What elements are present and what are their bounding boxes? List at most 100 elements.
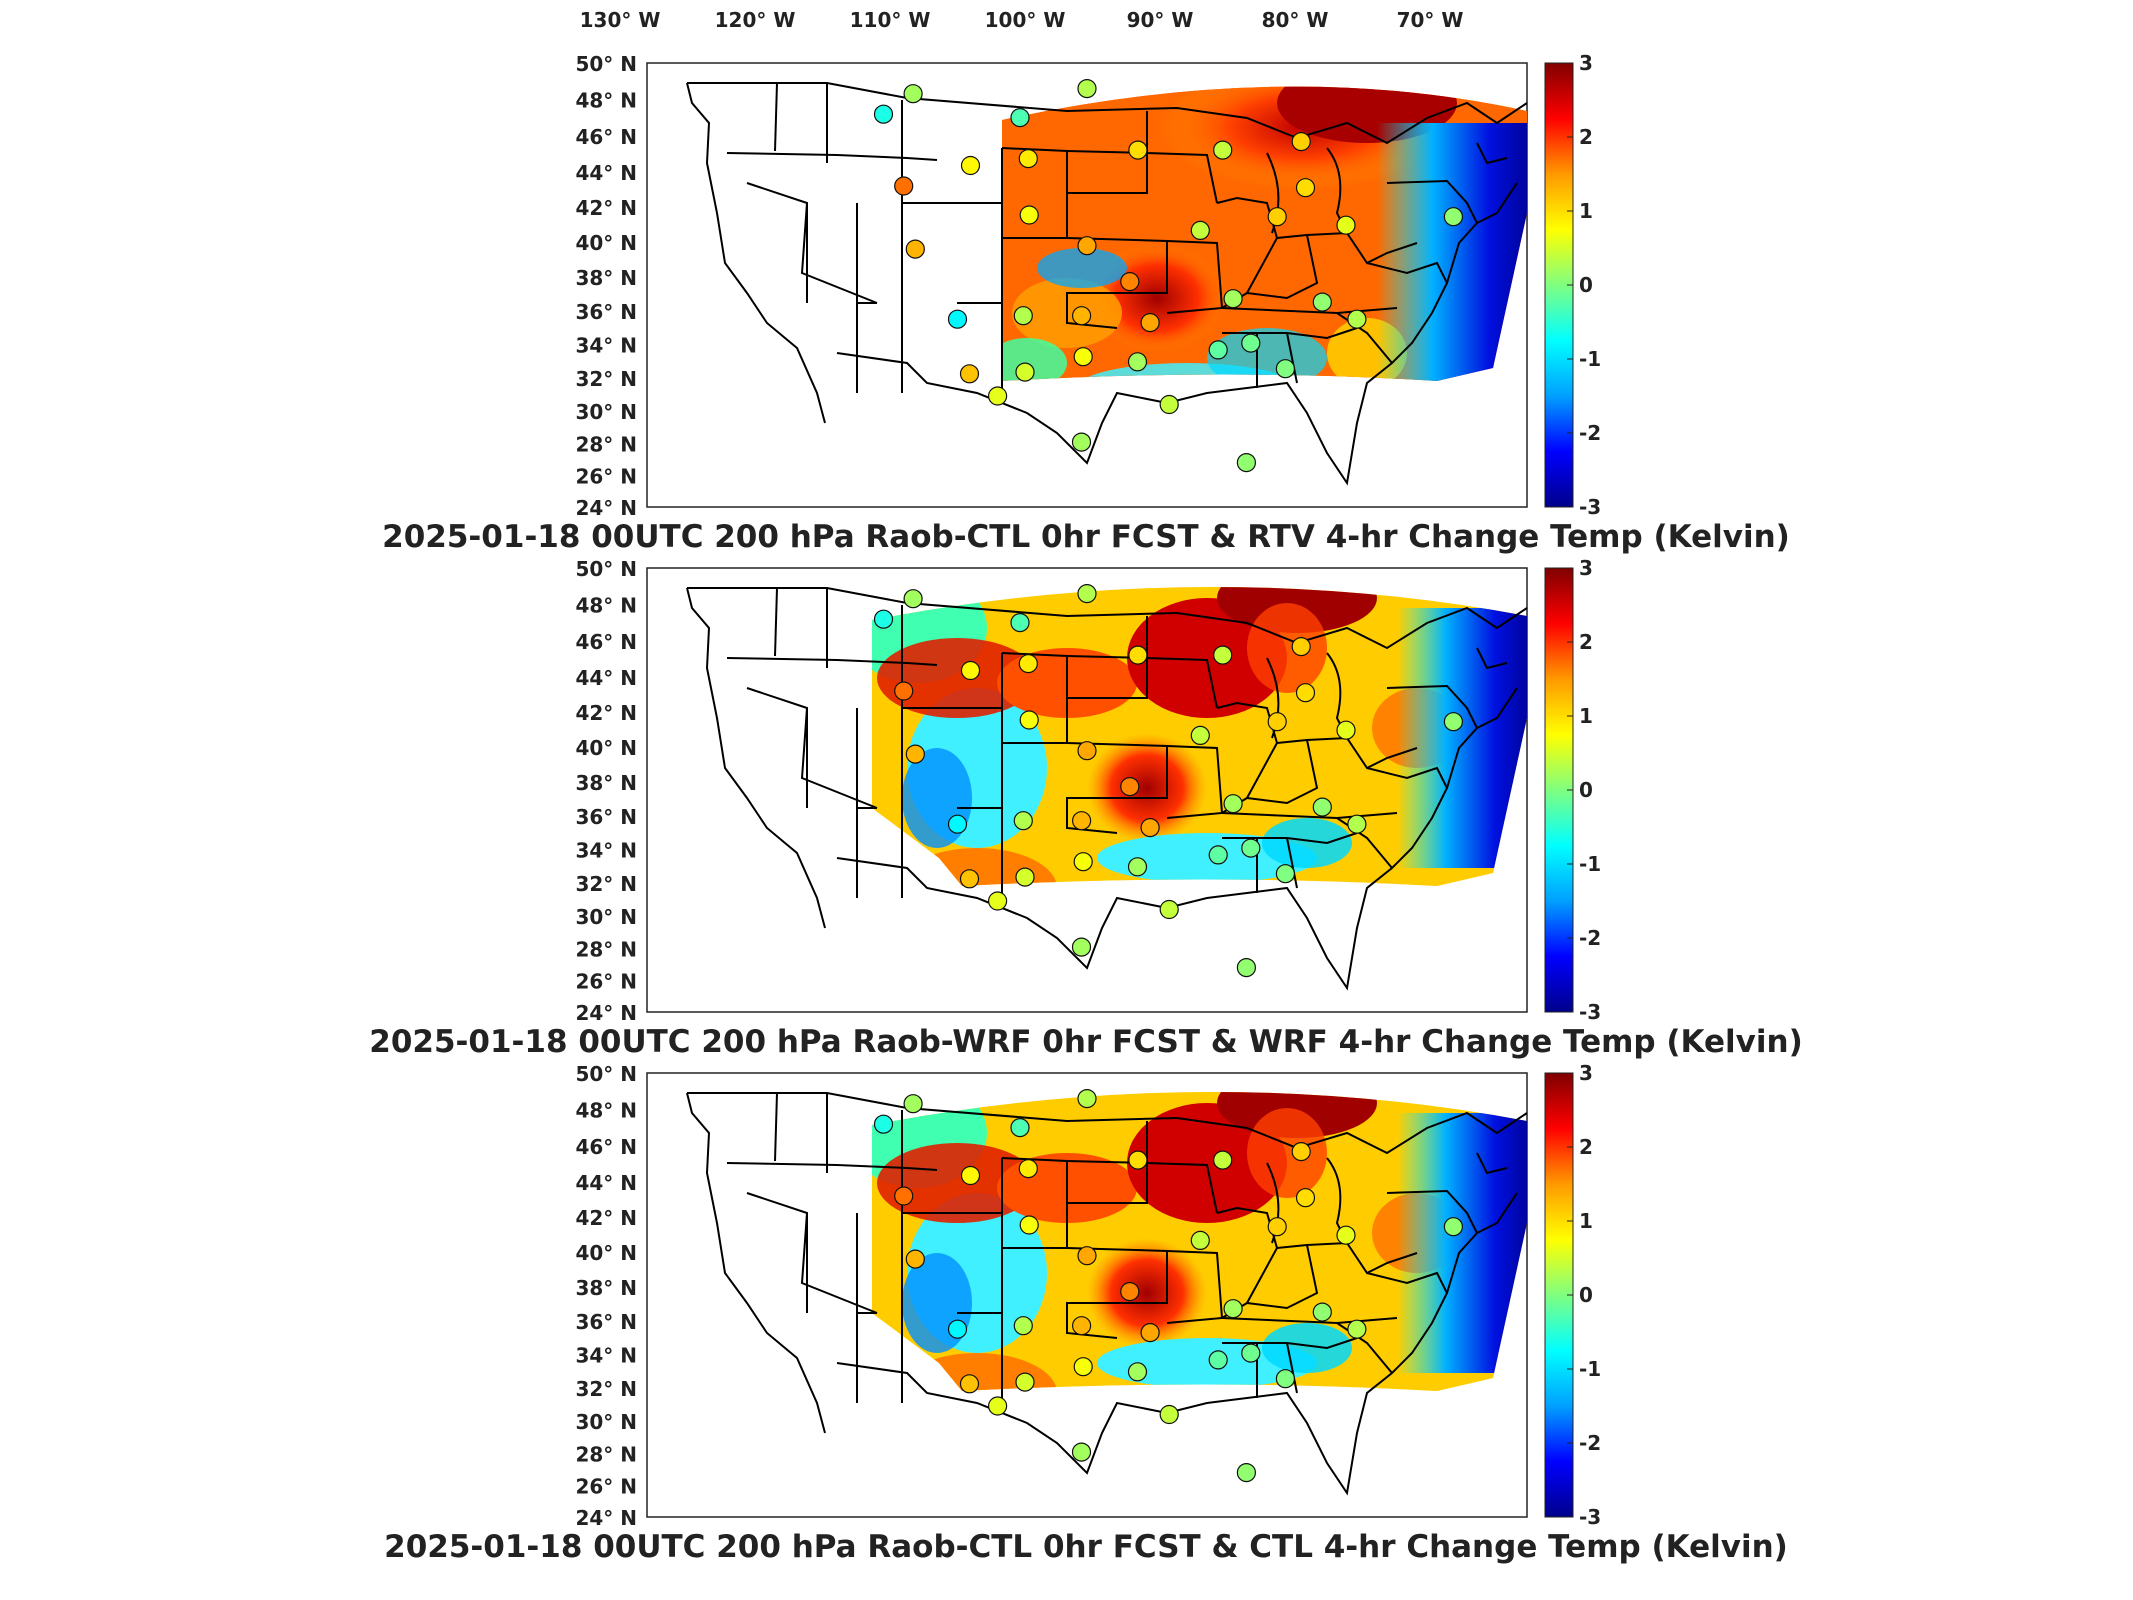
lat-label: 50° N: [575, 1062, 637, 1086]
lat-label: 34° N: [575, 1344, 637, 1368]
raob-station-marker: [1127, 352, 1148, 372]
lat-label: 40° N: [575, 736, 637, 760]
lat-labels-2: 50° N 48° N 46° N 44° N 42° N 40° N 38° N 36° N…: [575, 557, 637, 1025]
panel-3-title: 2025-01-18 00UTC 200 hPa Raob-CTL 0hr FC…: [384, 1529, 1788, 1565]
raob-station-marker: [1241, 1343, 1261, 1363]
raob-station-marker: [1010, 612, 1030, 633]
colorbar-2-ticks: 3 2 1 0 -1 -2 -3: [1567, 556, 1601, 1024]
raob-station-marker: [1190, 1230, 1210, 1250]
raob-station-marker: [1019, 710, 1039, 730]
colorbar-tick-label: 1: [1579, 704, 1593, 728]
raob-station-marker: [947, 1319, 968, 1339]
raob-station-marker: [1013, 811, 1033, 831]
lat-label: 34° N: [575, 334, 637, 358]
raob-station-marker: [1140, 1323, 1160, 1343]
longitude-labels: 130° W 120° W 110° W 100° W 90° W 80° W …: [580, 8, 1464, 32]
colorbar-tick-label: -2: [1579, 926, 1601, 950]
raob-station-marker: [1213, 1150, 1233, 1170]
raob-station-marker: [1018, 1158, 1038, 1179]
raob-station-marker: [1208, 845, 1228, 865]
raob-station-marker: [1267, 1217, 1287, 1237]
lat-label: 36° N: [575, 300, 637, 324]
raob-station-marker: [1223, 794, 1243, 814]
lat-label: 42° N: [575, 1206, 637, 1230]
raob-station-marker: [1275, 864, 1296, 884]
colorbar-tick-label: -1: [1579, 347, 1601, 371]
raob-station-marker: [1018, 653, 1038, 674]
raob-station-marker: [1312, 1302, 1332, 1322]
raob-station-marker: [1312, 797, 1332, 817]
lat-label: 46° N: [575, 1135, 637, 1159]
raob-station-marker: [1190, 220, 1210, 240]
lat-label: 32° N: [575, 872, 637, 896]
raob-station-marker: [1336, 720, 1356, 740]
raob-station-marker: [1120, 777, 1140, 797]
raob-station-marker: [1213, 140, 1233, 160]
raob-station-marker: [1071, 432, 1092, 452]
raob-station-marker: [1443, 712, 1464, 732]
raob-station-marker: [1295, 1188, 1316, 1208]
raob-station-marker: [1071, 937, 1092, 957]
raob-station-marker: [959, 364, 980, 384]
raob-station-marker: [1223, 1299, 1243, 1319]
colorbar-1: 3 2 1 0 -1 -2 -3: [1544, 51, 1601, 519]
raob-station-marker: [1208, 1350, 1228, 1370]
raob-station-marker: [1128, 140, 1148, 160]
lat-label: 32° N: [575, 367, 637, 391]
raob-station-marker: [959, 1374, 980, 1394]
raob-station-marker: [1072, 811, 1092, 831]
stations-3: [873, 1089, 1464, 1483]
raob-station-marker: [1077, 79, 1097, 99]
colorbar-tick-label: 2: [1579, 125, 1593, 149]
raob-station-marker: [1015, 867, 1035, 887]
raob-station-marker: [1336, 1225, 1356, 1245]
raob-station-marker: [873, 1114, 894, 1134]
raob-station-marker: [947, 814, 968, 834]
raob-station-marker: [1295, 178, 1316, 198]
us-boundaries-1: [686, 82, 1528, 486]
colorbar-1-ticks: 3 2 1 0 -1 -2 -3: [1567, 51, 1601, 519]
raob-station-marker: [1241, 838, 1261, 858]
raob-station-marker: [1159, 899, 1179, 920]
lat-label: 46° N: [575, 125, 637, 149]
lat-label: 24° N: [575, 1506, 637, 1530]
lat-labels-1: 50° N 48° N 46° N 44° N 42° N 40° N 38° N 36° N…: [575, 52, 637, 520]
raob-station-marker: [1208, 340, 1228, 360]
raob-station-marker: [1275, 1369, 1296, 1389]
raob-station-marker: [1140, 313, 1160, 333]
raob-station-marker: [1347, 814, 1367, 834]
stations-1: [873, 79, 1464, 473]
raob-station-marker: [1127, 857, 1148, 877]
raob-station-marker: [873, 609, 894, 629]
raob-station-marker: [1013, 306, 1033, 326]
raob-station-marker: [1267, 207, 1287, 227]
lat-label: 48° N: [575, 1099, 637, 1123]
lat-label: 26° N: [575, 464, 637, 488]
lat-label: 24° N: [575, 496, 637, 520]
lat-label: 50° N: [575, 557, 637, 581]
lat-label: 42° N: [575, 701, 637, 725]
raob-station-marker: [1291, 131, 1311, 152]
lon-label-70w: 70° W: [1397, 8, 1464, 32]
raob-station-marker: [1159, 1404, 1179, 1425]
raob-station-marker: [1190, 725, 1210, 745]
raob-station-marker: [1077, 1089, 1097, 1109]
lon-label-110w: 110° W: [850, 8, 931, 32]
raob-station-marker: [988, 386, 1008, 406]
lat-label: 28° N: [575, 432, 637, 456]
colorbar-tick-label: 1: [1579, 1209, 1593, 1233]
raob-station-marker: [960, 1165, 981, 1186]
raob-station-marker: [960, 155, 981, 176]
lon-label-130w: 130° W: [580, 8, 661, 32]
raob-station-marker: [1015, 362, 1035, 382]
colorbar-tick-label: 3: [1579, 1061, 1593, 1085]
raob-station-marker: [1010, 1117, 1030, 1138]
raob-station-marker: [1077, 1246, 1097, 1266]
raob-station-marker: [1073, 1357, 1093, 1377]
colorbar-tick-label: -2: [1579, 1431, 1601, 1455]
lat-label: 40° N: [575, 1241, 637, 1265]
lat-label: 30° N: [575, 905, 637, 929]
raob-station-marker: [1019, 205, 1039, 225]
raob-station-marker: [1291, 1141, 1311, 1162]
